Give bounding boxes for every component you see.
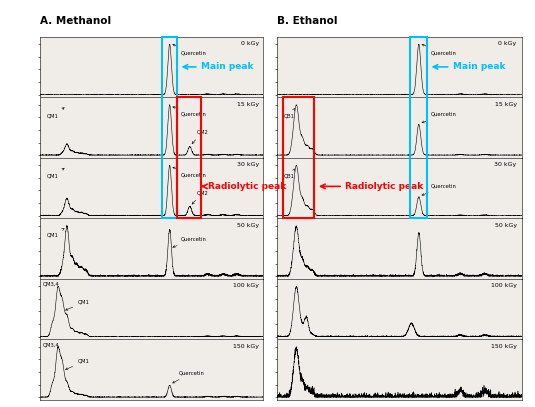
Text: QM2: QM2 (192, 130, 208, 144)
Text: 0 kGy: 0 kGy (241, 42, 259, 46)
Text: Quercetin: Quercetin (173, 44, 207, 55)
Text: 30 kGy: 30 kGy (494, 162, 517, 168)
Text: Quercetin: Quercetin (422, 184, 457, 195)
Text: QM1: QM1 (66, 359, 90, 370)
Text: Quercetin: Quercetin (173, 167, 207, 177)
Text: B. Ethanol: B. Ethanol (277, 16, 338, 26)
Text: 100 kGy: 100 kGy (491, 284, 517, 289)
Text: 0 kGy: 0 kGy (499, 42, 517, 46)
Text: Quercetin: Quercetin (173, 107, 207, 117)
Text: 50 kGy: 50 kGy (494, 223, 517, 228)
Text: 150 kGy: 150 kGy (491, 344, 517, 349)
Text: Radiolytic peak: Radiolytic peak (346, 182, 424, 191)
Text: QM1: QM1 (47, 228, 64, 238)
Text: 150 kGy: 150 kGy (233, 344, 259, 349)
Text: QB1: QB1 (284, 108, 295, 118)
Text: QM3,4: QM3,4 (42, 342, 59, 347)
Text: 50 kGy: 50 kGy (237, 223, 259, 228)
Text: Quercetin: Quercetin (422, 112, 457, 123)
Text: QM1: QM1 (66, 300, 90, 310)
Text: QM1: QM1 (47, 108, 64, 118)
Text: QB1: QB1 (284, 169, 295, 179)
Text: A. Methanol: A. Methanol (40, 16, 111, 26)
Text: Main peak: Main peak (453, 62, 506, 71)
Text: QM1: QM1 (47, 168, 64, 179)
Text: Radiolytic peak: Radiolytic peak (208, 182, 286, 191)
Text: Quercetin: Quercetin (173, 237, 207, 247)
Text: QM3,4: QM3,4 (42, 282, 59, 287)
Text: Quercetin: Quercetin (173, 370, 204, 383)
Text: QM2: QM2 (192, 190, 208, 204)
Text: 15 kGy: 15 kGy (494, 102, 517, 107)
Text: Quercetin: Quercetin (422, 44, 457, 55)
Text: 30 kGy: 30 kGy (237, 162, 259, 168)
Text: 15 kGy: 15 kGy (237, 102, 259, 107)
Text: Main peak: Main peak (201, 62, 254, 71)
Text: 100 kGy: 100 kGy (233, 284, 259, 289)
